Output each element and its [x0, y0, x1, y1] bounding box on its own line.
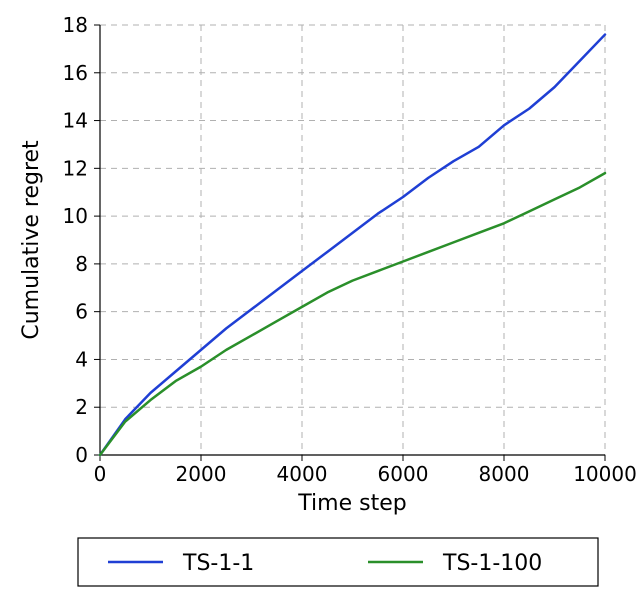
y-tick-label: 8 [75, 252, 88, 276]
y-tick-label: 10 [63, 204, 88, 228]
regret-chart: 0 2000 4000 6000 8000 10000 0 2 4 6 8 10 12 14 16 18 Tim… [0, 0, 640, 611]
y-tick-label: 16 [63, 61, 88, 85]
legend-label: TS-1-100 [442, 551, 542, 576]
x-tick-label: 0 [94, 462, 107, 486]
x-tick-label: 8000 [479, 462, 530, 486]
x-tick-label: 10000 [573, 462, 637, 486]
x-tick-label: 4000 [277, 462, 328, 486]
y-tick-label: 4 [75, 347, 88, 371]
y-tick-label: 6 [75, 300, 88, 324]
x-tick-label: 2000 [176, 462, 227, 486]
y-tick-label: 18 [63, 13, 88, 37]
y-tick-label: 12 [63, 156, 88, 180]
y-tick-label: 0 [75, 443, 88, 467]
y-tick-label: 2 [75, 395, 88, 419]
legend-label: TS-1-1 [182, 551, 254, 576]
x-tick-label: 6000 [378, 462, 429, 486]
chart-container: 0 2000 4000 6000 8000 10000 0 2 4 6 8 10 12 14 16 18 Tim… [0, 0, 640, 611]
x-axis-label: Time step [297, 491, 406, 516]
y-axis-label: Cumulative regret [19, 140, 44, 340]
y-tick-label: 14 [63, 109, 88, 133]
